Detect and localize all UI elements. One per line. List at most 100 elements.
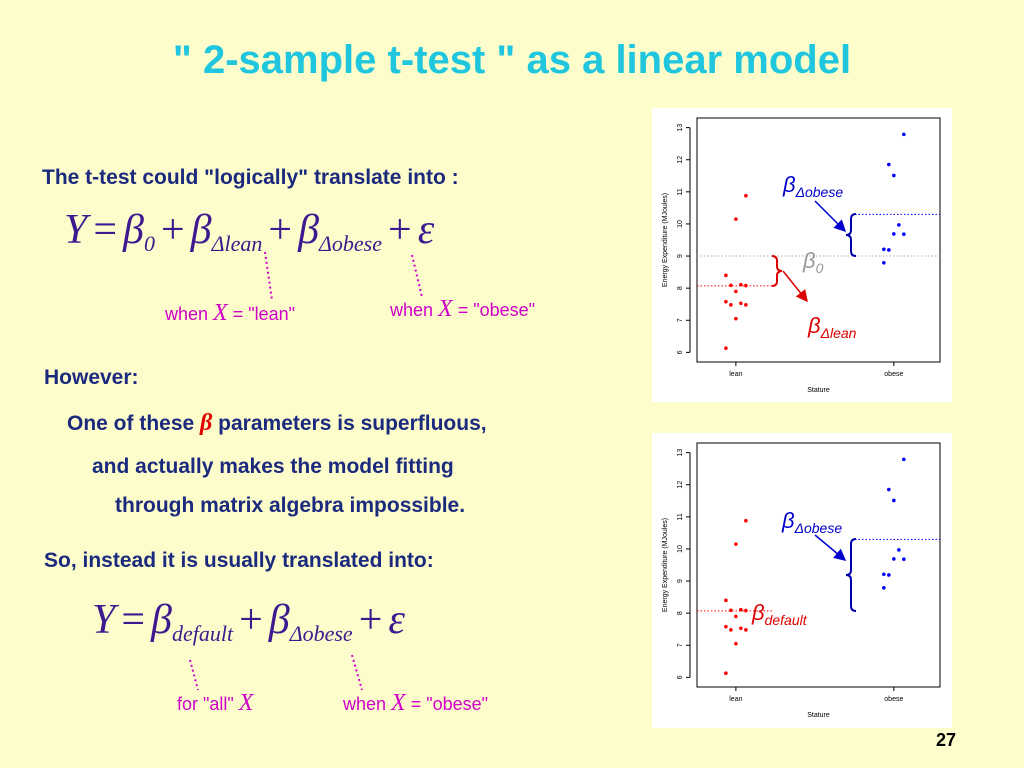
data-point <box>724 273 728 278</box>
math-symbol: X <box>391 690 406 716</box>
y-tick-label: 12 <box>677 156 684 164</box>
data-point <box>724 624 728 629</box>
data-point <box>902 232 906 237</box>
subscript: 0 <box>143 231 155 256</box>
symbol: Y <box>92 597 116 643</box>
operator: + <box>160 207 185 253</box>
data-point <box>902 557 906 562</box>
data-point <box>897 548 901 552</box>
arrow <box>814 200 847 233</box>
operator: + <box>268 207 293 253</box>
y-tick-label: 9 <box>677 579 684 583</box>
data-point <box>882 585 886 590</box>
data-point <box>739 626 743 631</box>
data-point <box>892 232 896 236</box>
symbol: βΔobese <box>268 597 353 646</box>
annotation: β0 <box>802 248 824 276</box>
data-point <box>882 572 886 577</box>
annotation: βdefault <box>751 600 808 628</box>
equation-note: when X = "obese" <box>343 690 488 717</box>
operator: + <box>388 207 412 253</box>
note-connector <box>351 654 363 691</box>
data-point <box>744 283 748 288</box>
subscript: Δlean <box>211 231 263 256</box>
y-tick-label: 6 <box>677 675 684 679</box>
annotation: βΔlean <box>807 313 857 341</box>
equation-note: for "all" X <box>177 690 253 717</box>
text-run: when <box>390 300 439 320</box>
text-run: for "all" <box>177 694 239 714</box>
brace <box>845 213 857 257</box>
text-run: One of these <box>67 412 201 435</box>
text-run: parameters is superfluous, <box>212 412 487 435</box>
data-point <box>734 217 738 221</box>
math-symbol: X <box>438 296 453 322</box>
data-point <box>887 487 891 492</box>
data-point <box>729 608 733 613</box>
operator: + <box>239 597 263 643</box>
data-point <box>734 289 738 294</box>
subscript: default <box>171 621 234 646</box>
y-axis-label: Energy Expenditure (MJoules) <box>662 518 669 612</box>
brace <box>845 538 857 612</box>
section-text: However: <box>44 366 139 389</box>
text-run: = "obese" <box>405 694 489 714</box>
y-tick-label: 6 <box>677 350 684 354</box>
symbol: Y <box>64 207 88 253</box>
annotation-symbol: β <box>802 248 816 273</box>
x-axis-label: Stature <box>807 387 830 394</box>
text-run: when <box>343 694 392 714</box>
plot-box <box>696 117 941 363</box>
equation: Y = βdefault + βΔobese + ε <box>92 596 405 646</box>
x-axis-label: Stature <box>807 712 830 719</box>
y-tick-label: 7 <box>677 643 684 647</box>
note-connector <box>411 254 423 298</box>
operator: = <box>93 207 118 253</box>
data-point <box>744 193 748 198</box>
data-point <box>734 614 738 619</box>
text-run: when <box>165 304 214 324</box>
data-point <box>882 260 886 265</box>
x-tick-label: obese <box>884 696 903 703</box>
equation: Y = β0 + βΔlean + βΔobese + ε <box>64 206 435 256</box>
data-point <box>724 346 728 350</box>
annotation-subscript: Δlean <box>820 325 857 341</box>
equation-note: when X = "lean" <box>165 300 295 327</box>
y-tick-label: 10 <box>677 220 684 228</box>
symbol: β0 <box>123 207 155 256</box>
annotation-symbol: β <box>807 313 821 338</box>
arrow <box>782 270 808 303</box>
text-run: = "obese" <box>452 300 536 320</box>
data-point <box>882 247 886 252</box>
operator: + <box>358 597 383 643</box>
x-tick-label: obese <box>884 371 903 378</box>
intro-text: The t-test could "logically" translate i… <box>42 166 459 189</box>
data-point <box>887 162 891 167</box>
subscript: Δobese <box>318 231 382 256</box>
y-tick-label: 11 <box>677 513 684 520</box>
annotation: βΔobese <box>782 172 843 200</box>
annotation-subscript: Δobese <box>795 184 844 200</box>
data-point <box>729 628 733 632</box>
data-point <box>892 173 896 178</box>
connectors <box>189 251 423 691</box>
data-point <box>734 641 738 646</box>
subscript: Δobese <box>289 621 353 646</box>
operator: = <box>121 597 146 643</box>
y-tick-label: 9 <box>677 254 684 258</box>
data-point <box>739 607 743 612</box>
equation-note: when X = "obese" <box>390 296 535 323</box>
data-point <box>887 248 891 252</box>
data-point <box>744 608 748 613</box>
symbol: ε <box>417 207 435 253</box>
symbol: ε <box>388 597 405 643</box>
symbol: βΔlean <box>190 207 263 256</box>
annotation-symbol: β <box>782 172 796 197</box>
annotation-subscript: 0 <box>816 260 824 276</box>
math-symbol: X <box>238 690 254 716</box>
data-point <box>724 671 728 675</box>
data-point <box>724 598 728 603</box>
y-tick-label: 8 <box>677 611 684 615</box>
data-point <box>739 301 743 306</box>
